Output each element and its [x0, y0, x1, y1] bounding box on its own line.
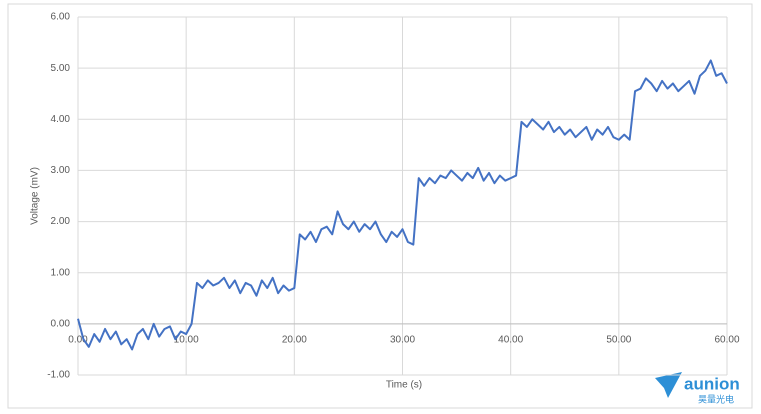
y-tick-label: 1.00: [51, 267, 71, 278]
y-tick-label: 6.00: [51, 12, 71, 23]
y-tick-label: 4.00: [51, 114, 71, 125]
y-tick-label: 0.00: [51, 318, 71, 329]
x-tick-label: 30.00: [390, 334, 415, 345]
x-tick-label: 20.00: [282, 334, 307, 345]
y-tick-label: 5.00: [51, 63, 71, 74]
logo-subtitle: 昊量光电: [698, 393, 734, 404]
chart-frame: [7, 3, 753, 409]
watermark: aunion 昊量光电: [655, 372, 740, 404]
x-tick-label: 50.00: [606, 334, 631, 345]
x-tick-label: 10.00: [174, 334, 199, 345]
x-tick-label: 0.00: [68, 334, 88, 345]
y-tick-label: -1.00: [47, 370, 70, 381]
logo-icon: [655, 372, 682, 398]
x-axis-title: Time (s): [386, 380, 422, 391]
y-tick-label: 3.00: [51, 165, 71, 176]
y-tick-label: 2.00: [51, 216, 71, 227]
x-tick-label: 60.00: [714, 334, 739, 345]
y-axis-title: Voltage (mV): [30, 167, 41, 225]
x-tick-label: 40.00: [498, 334, 523, 345]
data-line: [77, 59, 728, 351]
logo-brand: aunion: [684, 374, 740, 393]
